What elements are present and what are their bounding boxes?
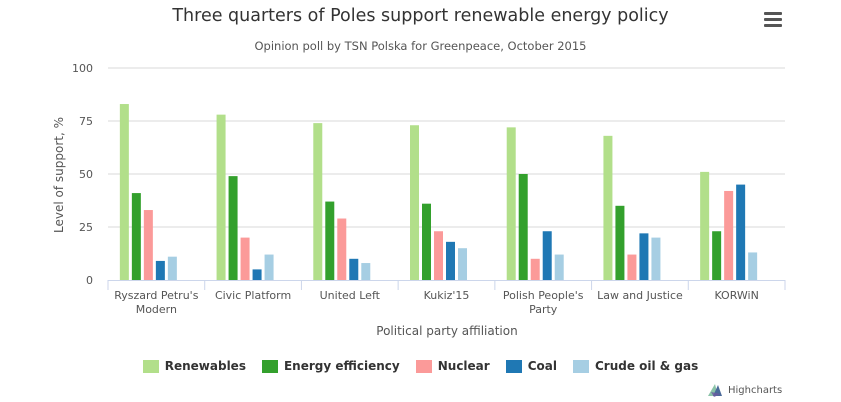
bar-crude-oil-gas [361,263,371,280]
bar-renewables [119,104,129,280]
bar-coal [639,233,649,280]
grid-lines [108,67,785,228]
y-axis-title: Level of support, % [52,117,66,233]
highcharts-logo-icon [708,384,722,397]
x-tick-label: United Left [320,289,381,302]
y-tick-label: 75 [79,115,93,128]
bar-crude-oil-gas [167,256,177,280]
legend: Renewables Energy efficiency Nuclear Coal Cr… [0,359,841,373]
bar-nuclear [530,258,540,280]
y-tick-label: 0 [86,274,93,287]
bar-nuclear [627,254,637,280]
bar-energy-efficiency [615,205,625,280]
bar-coal [155,260,165,280]
bar-renewables [700,171,710,280]
legend-label: Nuclear [437,359,490,373]
legend-label: Crude oil & gas [594,359,699,373]
hamburger-menu-icon[interactable] [764,12,782,28]
legend-label: Coal [527,359,557,373]
legend-label: Energy efficiency [283,359,400,373]
legend-swatch [572,359,589,373]
legend-item[interactable]: Energy efficiency [261,359,400,373]
bar-crude-oil-gas [264,254,274,280]
x-tick-label: Kukiz'15 [424,289,470,302]
bar-renewables [506,127,516,280]
legend-item[interactable]: Crude oil & gas [572,359,699,373]
bar-crude-oil-gas [748,252,758,280]
legend-swatch [505,359,522,373]
legend-swatch [142,359,159,373]
bar-coal [349,258,359,280]
x-tick-label: Ryszard Petru's [114,289,198,302]
bar-renewables [216,114,226,280]
bar-energy-efficiency [518,174,528,280]
bar-nuclear [143,210,153,280]
legend-item[interactable]: Renewables [142,359,246,373]
bar-renewables [313,123,323,281]
bar-nuclear [724,190,734,280]
bar-coal [736,184,746,280]
x-tick-label: Law and Justice [597,289,683,302]
x-axis-title: Political party affiliation [376,324,517,338]
bar-crude-oil-gas [458,248,467,280]
legend-swatch [415,359,432,373]
bar-renewables [603,135,613,280]
bar-energy-efficiency [712,231,722,280]
x-tick-label: Party [529,303,558,316]
legend-item[interactable]: Nuclear [415,359,490,373]
y-tick-label: 25 [79,221,93,234]
x-tick-label: Modern [136,303,177,316]
credits-label: Highcharts [728,384,783,396]
bar-coal [252,269,262,280]
bar-coal [446,241,455,280]
bars [119,104,758,281]
x-tick-label: Polish People's [503,289,584,302]
x-tick-label: Civic Platform [215,289,291,302]
bar-energy-efficiency [422,203,431,280]
y-axis-ticks: 0 25 50 75 100 [72,62,93,287]
y-tick-label: 100 [72,62,93,75]
legend-item[interactable]: Coal [505,359,557,373]
bar-energy-efficiency [325,201,335,280]
bar-nuclear [434,231,443,280]
chart-subtitle: Opinion poll by TSN Polska for Greenpeac… [254,39,587,53]
bar-energy-efficiency [131,193,141,280]
bar-coal [542,231,552,280]
bar-crude-oil-gas [554,254,564,280]
bar-renewables [410,125,419,281]
chart-title: Three quarters of Poles support renewabl… [172,6,669,26]
legend-swatch [261,359,278,373]
bar-energy-efficiency [228,176,238,280]
bar-crude-oil-gas [651,237,661,280]
bar-nuclear [240,237,250,280]
legend-label: Renewables [164,359,246,373]
highcharts-credits[interactable]: Highcharts [706,382,782,398]
x-tick-label: KORWiN [714,289,758,302]
y-tick-label: 50 [79,168,93,181]
bar-nuclear [337,218,347,280]
